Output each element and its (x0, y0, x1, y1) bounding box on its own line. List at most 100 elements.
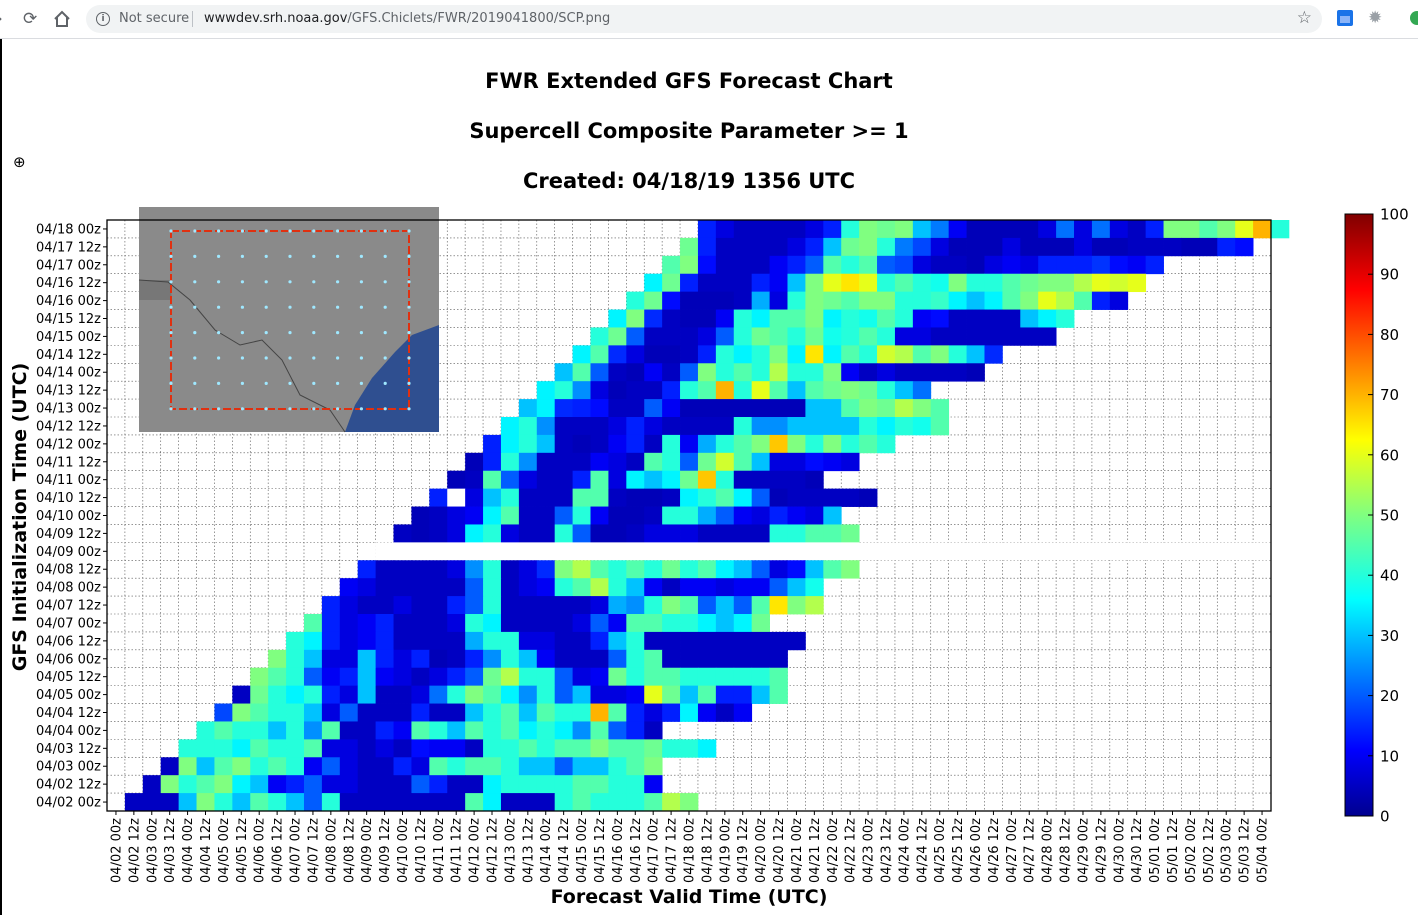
zoom-in-icon[interactable]: ⊕ (13, 153, 26, 171)
heatmap-cell (554, 793, 573, 812)
heatmap-cell (644, 452, 663, 472)
heatmap-cell (930, 327, 950, 346)
settings-extension-icon[interactable]: ✹ (1368, 8, 1383, 28)
inset-forecast-point (407, 305, 411, 309)
heatmap-cell (608, 739, 627, 758)
heatmap-cell (680, 345, 699, 364)
heatmap-cell (608, 667, 627, 687)
extension-icon[interactable] (1337, 10, 1353, 26)
heatmap-cell (608, 345, 627, 364)
heatmap-cell (518, 560, 538, 579)
heatmap-cell (662, 470, 681, 490)
inset-forecast-point (217, 407, 221, 411)
heatmap-cell (608, 470, 627, 490)
url-text[interactable]: wwwdev.srh.noaa.gov/GFS.Chiclets/FWR/201… (204, 11, 610, 26)
heatmap-cell (733, 363, 753, 382)
heatmap-cell (375, 793, 394, 812)
heatmap-cell (339, 578, 359, 597)
heatmap-cell (268, 703, 287, 722)
heatmap-cell (626, 381, 645, 400)
heatmap-cell (823, 434, 842, 454)
reload-icon[interactable]: ⟳ (23, 9, 38, 29)
heatmap-cell (321, 685, 341, 704)
heatmap-cell (608, 721, 627, 740)
heatmap-cell (769, 667, 788, 687)
heatmap-cell (1235, 220, 1254, 239)
heatmap-cell (321, 631, 341, 651)
heatmap-cell (447, 703, 466, 722)
heatmap-cell (715, 614, 735, 633)
heatmap-cell (590, 793, 609, 812)
heatmap-cell (500, 452, 520, 472)
x-tick-label: 04/27 00z (1005, 818, 1020, 883)
heatmap-cell (411, 524, 430, 543)
heatmap-cell (500, 596, 520, 615)
heatmap-cell (339, 775, 359, 794)
heatmap-cell (859, 399, 878, 418)
inset-forecast-point (288, 407, 292, 411)
heatmap-cell (877, 345, 896, 364)
heatmap-cell (500, 470, 520, 490)
heatmap-cell (178, 739, 197, 758)
heatmap-cell (715, 417, 735, 436)
heatmap-cell (572, 649, 591, 669)
heatmap-cell (680, 381, 699, 400)
heatmap-cell (411, 739, 430, 758)
heatmap-cell (930, 363, 950, 382)
inset-forecast-point (359, 331, 363, 335)
y-tick-label: 04/05 00z (36, 688, 101, 703)
heatmap-cell (1074, 237, 1093, 257)
y-tick-label: 04/04 12z (36, 706, 101, 721)
x-tick-label: 04/09 12z (378, 818, 393, 883)
heatmap-cell (572, 667, 591, 687)
heatmap-cell (518, 721, 538, 740)
heatmap-cell (268, 739, 287, 758)
x-tick-label: 04/21 00z (790, 818, 805, 883)
heatmap-cell (1199, 220, 1218, 239)
heatmap-cell (948, 237, 967, 257)
profile-avatar[interactable] (1410, 11, 1418, 25)
heatmap-cell (733, 345, 753, 364)
heatmap-cell (572, 631, 591, 651)
x-tick-label: 04/04 00z (181, 818, 196, 883)
security-label: Not secure (119, 11, 190, 26)
inset-forecast-point (383, 407, 387, 411)
heatmap-cell (751, 685, 770, 704)
home-icon[interactable] (53, 10, 71, 28)
heatmap-cell (411, 506, 430, 525)
heatmap-cell (303, 614, 323, 633)
heatmap-cell (697, 452, 717, 472)
heatmap-cell (196, 739, 215, 758)
star-icon[interactable]: ☆ (1296, 8, 1312, 28)
back-icon[interactable]: › (0, 9, 3, 29)
heatmap-cell (554, 739, 573, 758)
heatmap-cell (697, 524, 717, 543)
y-tick-label: 04/08 00z (36, 581, 101, 596)
heatmap-cell (303, 631, 323, 651)
heatmap-cell (608, 703, 627, 722)
heatmap-cell (1271, 220, 1290, 239)
x-tick-label: 04/04 12z (199, 818, 214, 883)
missing-run-band (375, 542, 1272, 561)
heatmap-cell (572, 345, 591, 364)
heatmap-cell (375, 775, 394, 794)
heatmap-cell (805, 273, 824, 293)
address-bar[interactable]: i Not secure wwwdev.srh.noaa.gov/GFS.Chi… (86, 5, 1322, 33)
heatmap-cell (590, 667, 609, 687)
heatmap-cell (1020, 237, 1039, 257)
heatmap-cell (787, 255, 806, 275)
heatmap-cell (715, 470, 735, 490)
heatmap-cell (608, 524, 627, 543)
heatmap-cell (1002, 220, 1021, 239)
inset-forecast-point (407, 254, 411, 258)
heatmap-cell (769, 345, 788, 364)
heatmap-cell (769, 381, 788, 400)
heatmap-cell (662, 434, 681, 454)
heatmap-cell (662, 649, 681, 669)
info-icon[interactable]: i (96, 12, 110, 26)
heatmap-cell (984, 255, 1003, 275)
heatmap-cell (680, 309, 699, 328)
heatmap-cell (805, 578, 824, 597)
heatmap-cell (393, 721, 412, 740)
heatmap-cell (572, 524, 591, 543)
